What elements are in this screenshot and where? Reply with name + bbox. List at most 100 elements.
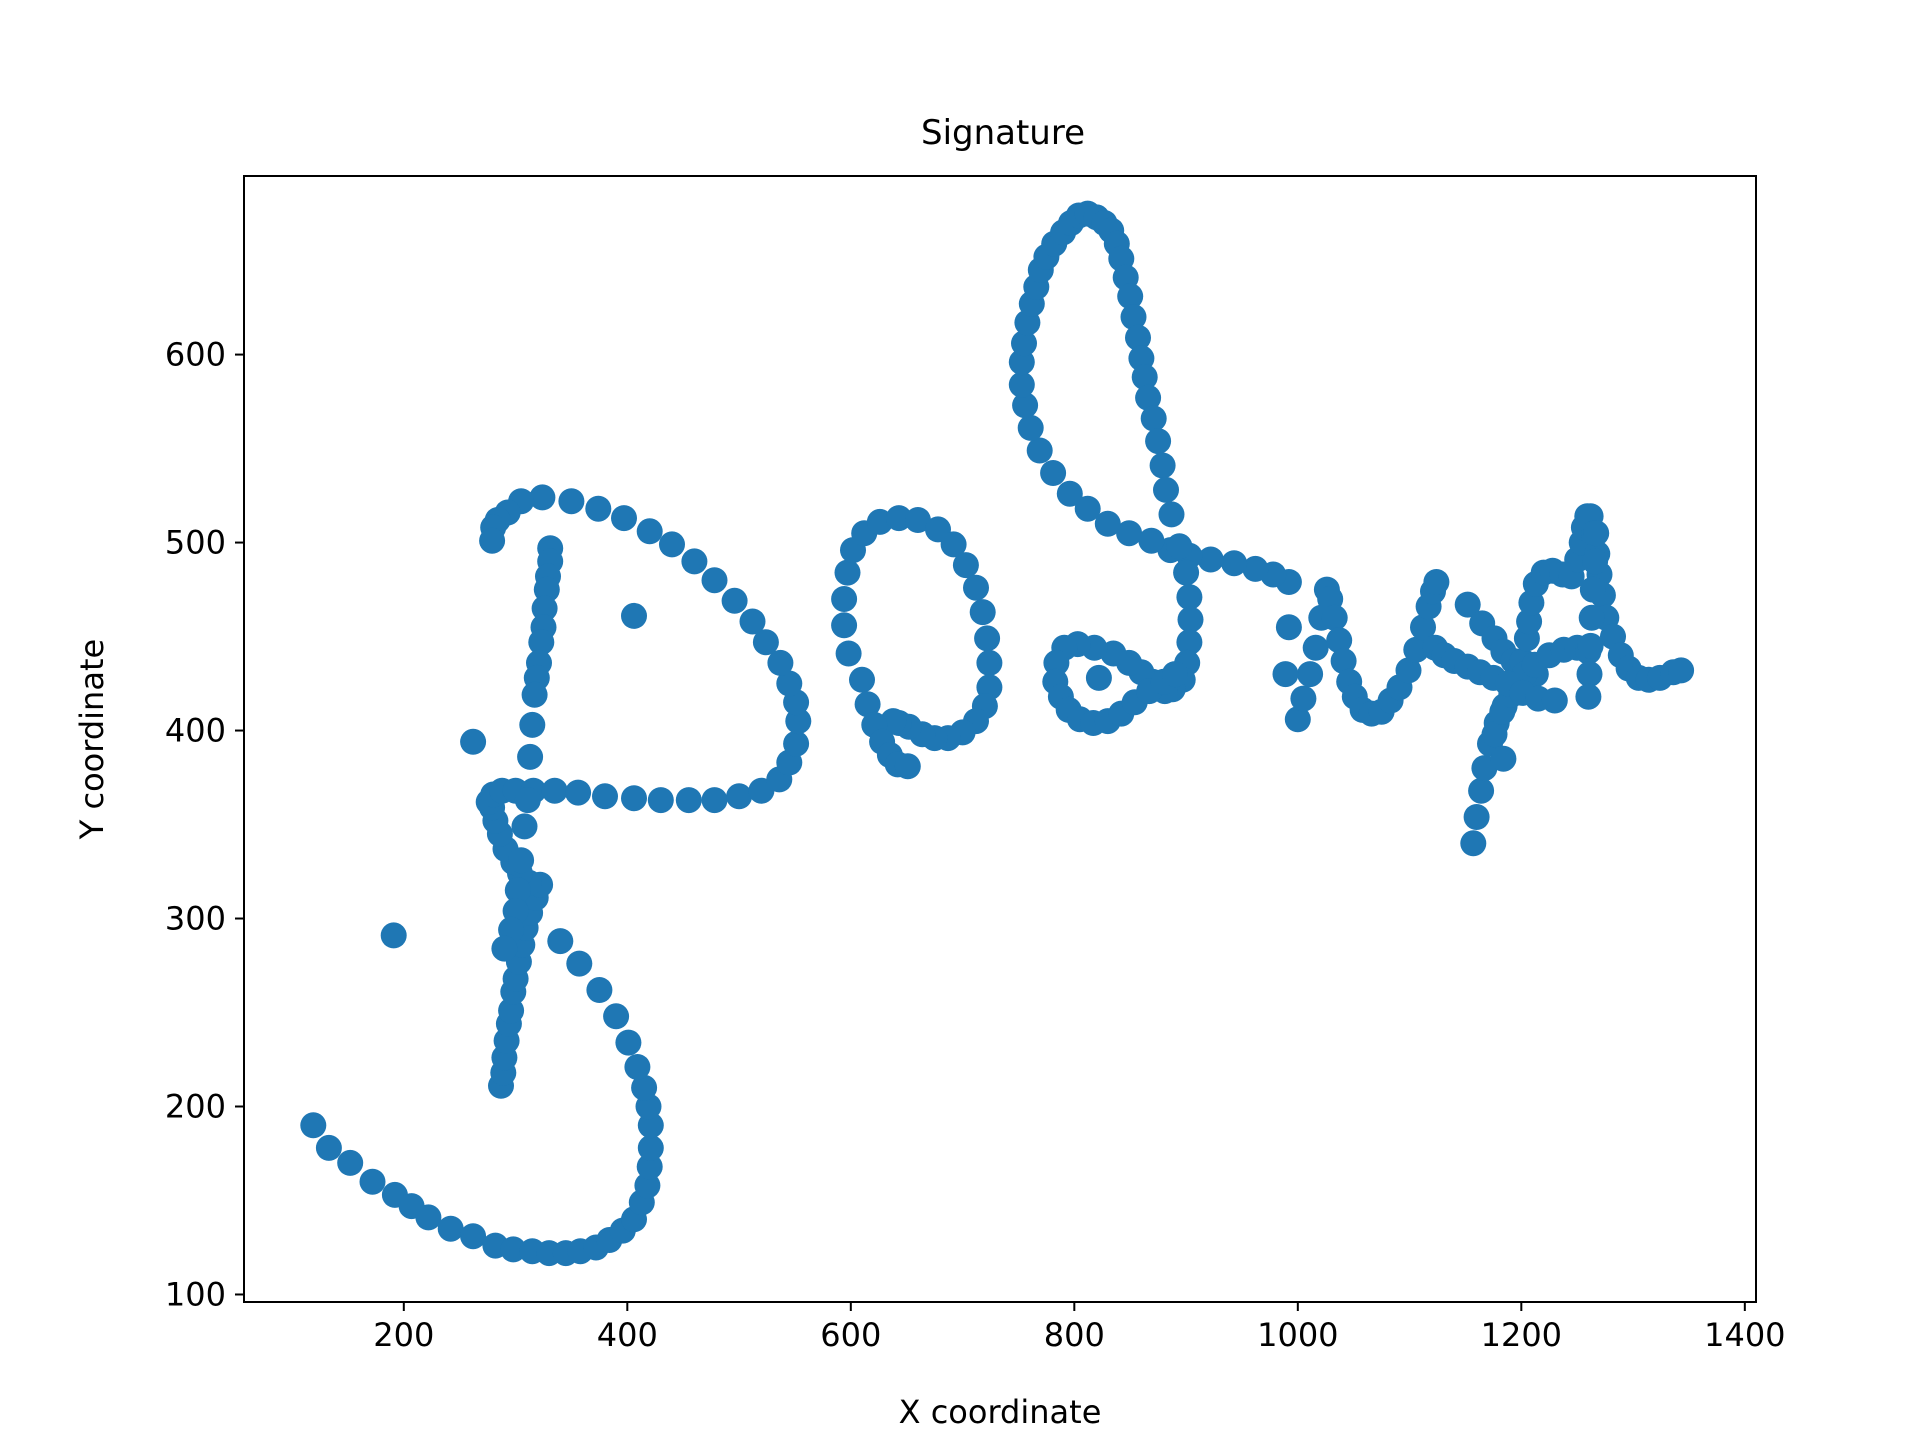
data-point xyxy=(835,640,862,667)
data-point xyxy=(721,587,748,614)
data-point xyxy=(940,531,967,558)
data-point xyxy=(460,1223,487,1250)
data-point xyxy=(752,629,779,656)
data-point xyxy=(1575,683,1602,710)
data-point xyxy=(1481,721,1508,748)
data-point xyxy=(1330,648,1357,674)
data-point xyxy=(681,548,708,575)
data-point xyxy=(1153,476,1179,503)
data-point xyxy=(1410,614,1436,641)
data-point xyxy=(1290,685,1317,712)
data-point xyxy=(1275,614,1302,641)
data-point xyxy=(1297,661,1324,688)
data-point xyxy=(1138,527,1165,554)
data-point xyxy=(785,708,812,735)
data-point xyxy=(1094,510,1121,537)
data-point xyxy=(615,1029,642,1056)
y-tick-label: 300 xyxy=(165,900,226,938)
data-point xyxy=(479,527,506,554)
data-point xyxy=(1135,384,1162,411)
data-point xyxy=(974,625,1001,652)
data-point xyxy=(565,779,592,806)
plot-frame xyxy=(243,175,1757,1303)
data-point xyxy=(541,777,568,804)
data-point xyxy=(1117,283,1144,310)
data-point xyxy=(1272,661,1299,688)
data-point xyxy=(498,997,525,1024)
data-point xyxy=(566,950,593,977)
data-point xyxy=(854,691,881,718)
data-point xyxy=(1577,632,1604,659)
data-point xyxy=(437,1215,464,1242)
data-point xyxy=(603,1003,630,1030)
x-tick-label: 1200 xyxy=(1481,1316,1562,1354)
data-point xyxy=(1326,627,1353,654)
data-point xyxy=(1395,657,1422,684)
y-tick-label: 400 xyxy=(165,712,226,750)
x-tick-label: 200 xyxy=(373,1316,434,1354)
data-point xyxy=(636,518,663,545)
data-point xyxy=(969,599,996,626)
data-point xyxy=(1116,520,1143,547)
y-tick-label: 200 xyxy=(165,1088,226,1126)
data-point xyxy=(976,649,1003,676)
data-point xyxy=(631,1074,658,1101)
data-point xyxy=(491,935,518,962)
data-point xyxy=(1321,604,1348,631)
x-tick-label: 1400 xyxy=(1704,1316,1785,1354)
data-point xyxy=(621,602,647,629)
data-point xyxy=(1158,501,1185,528)
data-point xyxy=(519,711,546,738)
data-point xyxy=(514,787,541,814)
data-point xyxy=(558,488,585,515)
data-point xyxy=(783,730,810,757)
data-point xyxy=(1460,830,1487,857)
y-tick-label: 500 xyxy=(165,524,226,562)
data-point xyxy=(1242,555,1269,582)
data-point xyxy=(611,505,637,532)
y-tick-label: 600 xyxy=(165,336,226,374)
x-axis-label: X coordinate xyxy=(899,1393,1102,1431)
data-point xyxy=(647,787,674,814)
data-point xyxy=(1454,591,1481,618)
data-point xyxy=(1197,546,1224,573)
data-point xyxy=(528,629,555,656)
x-ticks: 200 400 600 800 1000 1200 1400 xyxy=(373,1302,1786,1354)
x-tick-label: 1000 xyxy=(1257,1316,1338,1354)
data-point xyxy=(1576,661,1603,688)
data-point xyxy=(1302,634,1329,661)
data-point xyxy=(1131,364,1158,391)
data-point xyxy=(508,847,535,874)
data-point xyxy=(1582,548,1609,575)
data-point xyxy=(831,586,858,612)
data-point xyxy=(1043,649,1070,676)
data-point xyxy=(1468,777,1495,804)
data-point xyxy=(1040,460,1067,486)
data-point xyxy=(547,928,574,955)
data-point xyxy=(1541,687,1568,714)
data-point xyxy=(636,1153,663,1180)
data-point xyxy=(521,681,548,708)
y-axis-label: Y coordinate xyxy=(73,639,111,840)
data-point xyxy=(637,1134,664,1161)
data-point xyxy=(1140,405,1167,432)
y-ticks: 100 200 300 400 500 600 xyxy=(165,336,244,1313)
x-tick-label: 400 xyxy=(597,1316,658,1354)
data-point xyxy=(831,612,858,639)
data-point xyxy=(1668,657,1695,684)
data-point xyxy=(337,1149,364,1176)
data-point xyxy=(952,552,979,579)
data-point xyxy=(776,670,803,697)
data-point xyxy=(1125,324,1151,351)
data-point xyxy=(359,1168,386,1195)
data-point xyxy=(500,1236,527,1263)
data-point xyxy=(701,567,728,594)
data-point xyxy=(460,728,487,755)
data-point xyxy=(621,785,647,812)
data-point xyxy=(659,531,685,558)
data-point xyxy=(1011,330,1037,357)
data-point xyxy=(300,1112,327,1139)
chart-title: Signature xyxy=(921,113,1085,153)
data-point xyxy=(1026,437,1053,464)
data-point xyxy=(726,783,753,810)
